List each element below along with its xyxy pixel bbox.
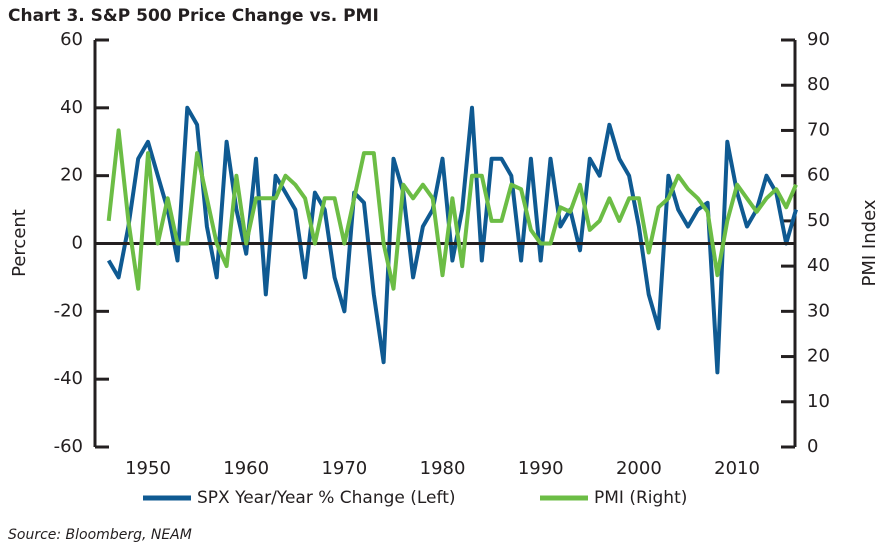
y-axis-label: Percent <box>9 209 30 277</box>
y2-tick-label: 0 <box>807 436 818 457</box>
y-tick-label: 60 <box>60 29 83 50</box>
chart-title: Chart 3. S&P 500 Price Change vs. PMI <box>8 6 379 26</box>
y2-tick-label: 90 <box>807 29 830 50</box>
y2-tick-label: 60 <box>807 165 830 186</box>
y2-tick-label: 20 <box>807 346 830 367</box>
y2-tick-label: 30 <box>807 300 830 321</box>
legend-label: PMI (Right) <box>594 488 687 508</box>
x-tick-label: 1970 <box>321 458 367 479</box>
y2-tick-label: 40 <box>807 255 830 276</box>
y2-tick-label: 50 <box>807 210 830 231</box>
y2-tick-label: 70 <box>807 119 830 140</box>
x-tick-label: 1990 <box>518 458 564 479</box>
y-tick-label: -20 <box>54 300 83 321</box>
legend-label: SPX Year/Year % Change (Left) <box>197 488 456 508</box>
y2-tick-label: 10 <box>807 391 830 412</box>
y-tick-label: 40 <box>60 97 83 118</box>
x-tick-label: 1960 <box>223 458 269 479</box>
y2-axis-label: PMI Index <box>859 199 880 286</box>
source-note: Source: Bloomberg, NEAM <box>8 527 192 543</box>
y-tick-label: -60 <box>54 436 83 457</box>
y-tick-label: 0 <box>72 233 83 254</box>
x-tick-label: 1950 <box>125 458 171 479</box>
y2-tick-label: 80 <box>807 74 830 95</box>
x-tick-label: 2010 <box>714 458 760 479</box>
y-tick-label: 20 <box>60 165 83 186</box>
series-line <box>106 128 798 291</box>
y-tick-label: -40 <box>54 368 83 389</box>
x-tick-label: 2000 <box>616 458 662 479</box>
series-line <box>106 105 798 375</box>
x-tick-label: 1980 <box>420 458 466 479</box>
